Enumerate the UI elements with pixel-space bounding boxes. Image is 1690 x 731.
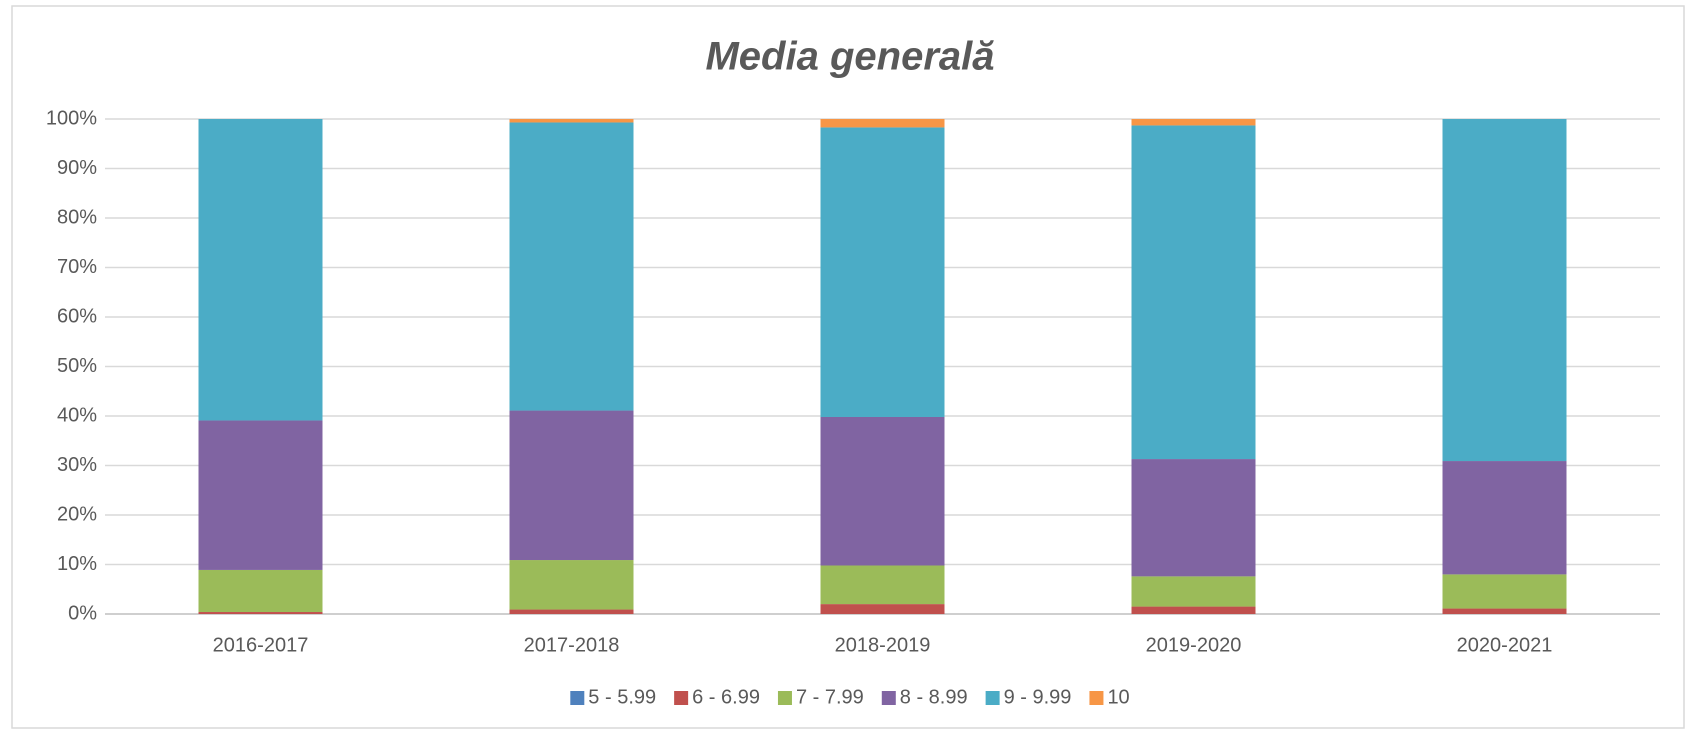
legend-swatch — [777, 691, 792, 705]
legend-swatch — [674, 691, 689, 705]
bar-segment — [820, 565, 945, 605]
bar-segment — [820, 127, 945, 417]
legend-label: 7 - 7.99 — [796, 686, 864, 708]
legend-swatch — [1089, 691, 1104, 705]
x-tick-label: 2018-2019 — [835, 634, 931, 656]
y-tick-label: 20% — [57, 503, 97, 525]
legend-swatch — [985, 691, 1000, 705]
chart-title: Media generală — [705, 35, 994, 79]
bar-segment — [1131, 606, 1256, 614]
y-tick-label: 10% — [57, 553, 97, 575]
bar-segment — [820, 416, 945, 566]
bar-segment — [198, 119, 323, 421]
bar-segment — [198, 420, 323, 570]
legend-label: 10 — [1107, 686, 1129, 708]
bar-segment — [509, 560, 634, 610]
bar-segment — [198, 569, 323, 613]
bar-segment — [1442, 119, 1567, 462]
x-tick-label: 2020-2021 — [1457, 634, 1553, 656]
bar-segment — [1131, 459, 1256, 577]
x-tick-label: 2019-2020 — [1146, 634, 1242, 656]
legend-label: 8 - 8.99 — [900, 686, 968, 708]
bar-segment — [820, 604, 945, 614]
y-tick-label: 40% — [57, 404, 97, 426]
x-tick-label: 2017-2018 — [524, 634, 620, 656]
bar-segment — [1131, 576, 1256, 607]
bar-segment — [1442, 608, 1567, 614]
y-tick-label: 80% — [57, 206, 97, 228]
y-tick-label: 100% — [46, 107, 97, 129]
bar-segment — [509, 119, 634, 123]
y-tick-label: 50% — [57, 355, 97, 377]
bar-segment — [1131, 125, 1256, 460]
bar-segment — [1442, 461, 1567, 575]
y-tick-label: 90% — [57, 157, 97, 179]
x-tick-label: 2016-2017 — [213, 634, 309, 656]
y-tick-label: 0% — [68, 602, 97, 624]
bar-segment — [1442, 574, 1567, 609]
bar-segment — [1131, 119, 1256, 126]
bar-segment — [198, 612, 323, 614]
bar-segment — [820, 119, 945, 128]
bar-segment — [509, 609, 634, 614]
bar-segment — [509, 410, 634, 561]
bar-segment — [509, 122, 634, 411]
y-tick-label: 70% — [57, 256, 97, 278]
legend-label: 5 - 5.99 — [588, 686, 656, 708]
legend-label: 9 - 9.99 — [1004, 686, 1072, 708]
legend-label: 6 - 6.99 — [692, 686, 760, 708]
y-tick-label: 60% — [57, 305, 97, 327]
legend-swatch — [881, 691, 896, 705]
legend-swatch — [570, 691, 585, 705]
y-tick-label: 30% — [57, 454, 97, 476]
